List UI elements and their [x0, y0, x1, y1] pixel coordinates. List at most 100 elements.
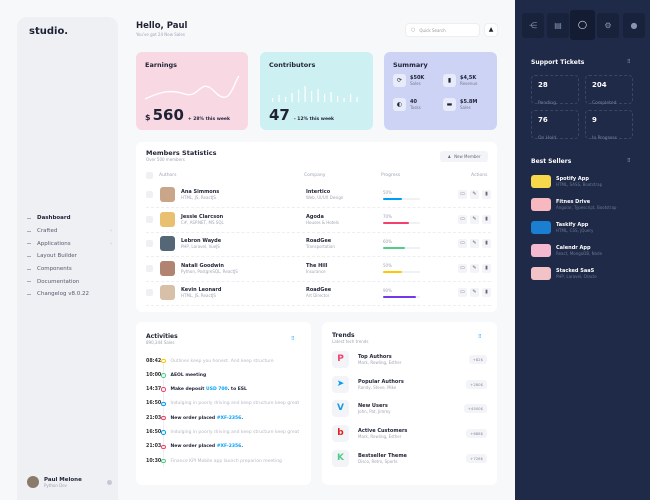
- activity-link[interactable]: USD 700: [206, 387, 228, 393]
- best-seller-item[interactable]: Taskify App HTML, CSS, jQuery: [531, 221, 593, 234]
- trends-title: Trends: [332, 332, 355, 339]
- ticket-label: Pending: [538, 101, 556, 106]
- delete-icon[interactable]: ▮: [482, 190, 491, 199]
- member-name[interactable]: Natali Goodwin: [181, 262, 224, 269]
- search-input[interactable]: ○ Quick Search: [405, 23, 480, 37]
- activity-link[interactable]: #XF-2356: [216, 415, 242, 421]
- member-name[interactable]: Ana Simmons: [181, 189, 220, 195]
- row-checkbox[interactable]: [146, 191, 153, 198]
- progress-bar: [383, 222, 420, 224]
- menu-icon[interactable]: ⠿: [627, 59, 631, 65]
- new-member-button[interactable]: ♟ New Member: [440, 151, 488, 162]
- member-name[interactable]: Jessie Clarcson: [181, 213, 224, 220]
- row-checkbox[interactable]: [146, 240, 153, 247]
- delete-icon[interactable]: ▮: [482, 263, 491, 273]
- menu-icon[interactable]: ⠿: [478, 334, 482, 340]
- ticket-tile[interactable]: 28 Pending: [531, 75, 579, 106]
- trend-title[interactable]: Bestseller Theme: [358, 452, 407, 459]
- ticket-tile[interactable]: 76 On Hold: [531, 110, 579, 141]
- view-icon[interactable]: ▭: [458, 263, 467, 273]
- trends-subtitle: Latest tech trends: [332, 339, 369, 344]
- row-checkbox[interactable]: [146, 289, 153, 296]
- view-icon[interactable]: ▭: [458, 190, 467, 199]
- col-progress: Progress: [381, 173, 401, 178]
- table-row: Lebron Wayde PHP, Laravel, VueJS RoadGee Tr…: [146, 231, 491, 257]
- view-icon[interactable]: ▭: [458, 239, 467, 248]
- edit-icon[interactable]: ✎: [470, 239, 479, 248]
- chevron-right-icon: ›: [110, 240, 112, 247]
- chevron-right-icon: ›: [110, 228, 112, 235]
- activity-text-suffix: .: [241, 415, 244, 421]
- right-panel: ⋲ ▤ ◯ ⚙ ● Support Tickets ⠿ 28 Pending 204…: [515, 0, 650, 500]
- earnings-currency: $: [145, 113, 151, 122]
- user-profile[interactable]: Paul Melone Python Dev: [27, 476, 112, 488]
- activity-link[interactable]: #XF-2356: [216, 444, 242, 450]
- ticket-tile[interactable]: 204 Completed: [585, 75, 633, 106]
- notification-bell-icon[interactable]: ▲: [484, 23, 498, 37]
- share-icon[interactable]: ⋲: [522, 13, 544, 38]
- view-icon[interactable]: ▭: [458, 288, 467, 297]
- trend-logo-icon: P: [332, 351, 349, 368]
- sidebar-item[interactable]: Applications ›: [27, 237, 112, 250]
- edit-icon[interactable]: ✎: [470, 288, 479, 297]
- member-skills: PHP, Laravel, VueJS: [181, 244, 220, 249]
- ticket-tile[interactable]: 9 In Progress: [585, 110, 633, 141]
- sidebar-item[interactable]: Components: [27, 263, 112, 276]
- settings-icon[interactable]: [107, 479, 112, 485]
- menu-icon[interactable]: ⠿: [627, 158, 631, 164]
- row-checkbox[interactable]: [146, 215, 153, 223]
- best-seller-item[interactable]: Spotify App HTML, SASS, Bootstrap: [531, 175, 602, 188]
- ticket-count: 204: [592, 81, 607, 89]
- sidebar-nav: Dashboard Crafted › Applications › Layout Bui…: [27, 212, 112, 301]
- activities-card: Activities 890,344 Sales ⠿ 08:42 Outlines …: [136, 322, 311, 485]
- loader-icon[interactable]: ◯: [570, 10, 595, 40]
- trend-title[interactable]: Active Customers: [358, 428, 408, 435]
- best-seller-item[interactable]: Calendr App React, MongoDB, Node: [531, 244, 602, 257]
- summary-card: Summary ⟳ $50K Sales ▮ $4,5K Revenue ◐ 40 Tasks ▬…: [384, 52, 497, 130]
- summary-item: ⟳ $50K Sales: [393, 74, 424, 87]
- sidebar-item-label: Documentation: [37, 278, 80, 285]
- member-name[interactable]: Kevin Leonard: [181, 287, 222, 293]
- sidebar-item[interactable]: Documentation: [27, 275, 112, 288]
- status-dot-icon: [161, 358, 166, 364]
- gear-icon[interactable]: ⚙: [597, 13, 619, 38]
- activity-text: New order placed: [170, 415, 216, 421]
- contributor-bar: [298, 90, 300, 102]
- chat-icon[interactable]: ●: [623, 13, 645, 38]
- product-name: Calendr App: [556, 245, 591, 251]
- edit-icon[interactable]: ✎: [470, 214, 479, 224]
- sidebar-item[interactable]: Changelog v8.0.22: [27, 288, 112, 301]
- trend-title[interactable]: Top Authors: [358, 354, 392, 360]
- delete-icon[interactable]: ▮: [482, 239, 491, 248]
- sidebar-item-label: Layout Builder: [37, 253, 77, 260]
- member-company: RoadGee: [306, 287, 332, 293]
- delete-icon[interactable]: ▮: [482, 288, 491, 297]
- col-actions: Actions: [471, 173, 488, 178]
- sidebar-item[interactable]: Layout Builder: [27, 250, 112, 263]
- menu-icon[interactable]: ⠿: [291, 336, 295, 342]
- members-statistics-card: Members Statistics Over 500 members ♟ New …: [136, 142, 497, 312]
- member-name[interactable]: Lebron Wayde: [181, 238, 222, 244]
- member-skills: C#, ASP.NET, MS SQL: [181, 219, 224, 225]
- delete-icon[interactable]: ▮: [482, 214, 491, 224]
- best-seller-item[interactable]: Fitnes Drive Angular, Typescript, Bootstr…: [531, 198, 616, 211]
- sidebar-item[interactable]: Dashboard: [27, 212, 112, 225]
- contributor-bar: [317, 89, 319, 102]
- trend-title[interactable]: New Users: [358, 403, 388, 410]
- view-icon[interactable]: ▭: [458, 214, 467, 224]
- product-name: Taskify App: [556, 222, 589, 228]
- select-all-checkbox[interactable]: [146, 172, 153, 179]
- trend-title[interactable]: Popular Authors: [358, 378, 404, 385]
- best-seller-item[interactable]: Stacked SaaS PHP, Laravel, Oracle: [531, 267, 597, 280]
- avatar: [160, 260, 175, 276]
- sidebar-item[interactable]: Crafted ›: [27, 225, 112, 238]
- member-company: Agoda: [306, 213, 324, 220]
- activities-subtitle: 890,344 Sales: [146, 340, 175, 345]
- edit-icon[interactable]: ✎: [470, 263, 479, 273]
- trend-logo-icon: K: [332, 449, 349, 467]
- avatar: [160, 211, 175, 227]
- edit-icon[interactable]: ✎: [470, 190, 479, 199]
- layout-icon[interactable]: ▤: [547, 13, 569, 38]
- activity-item: 16:50 Indulging in poorly driving and kee…: [146, 428, 299, 438]
- row-checkbox[interactable]: [146, 264, 153, 272]
